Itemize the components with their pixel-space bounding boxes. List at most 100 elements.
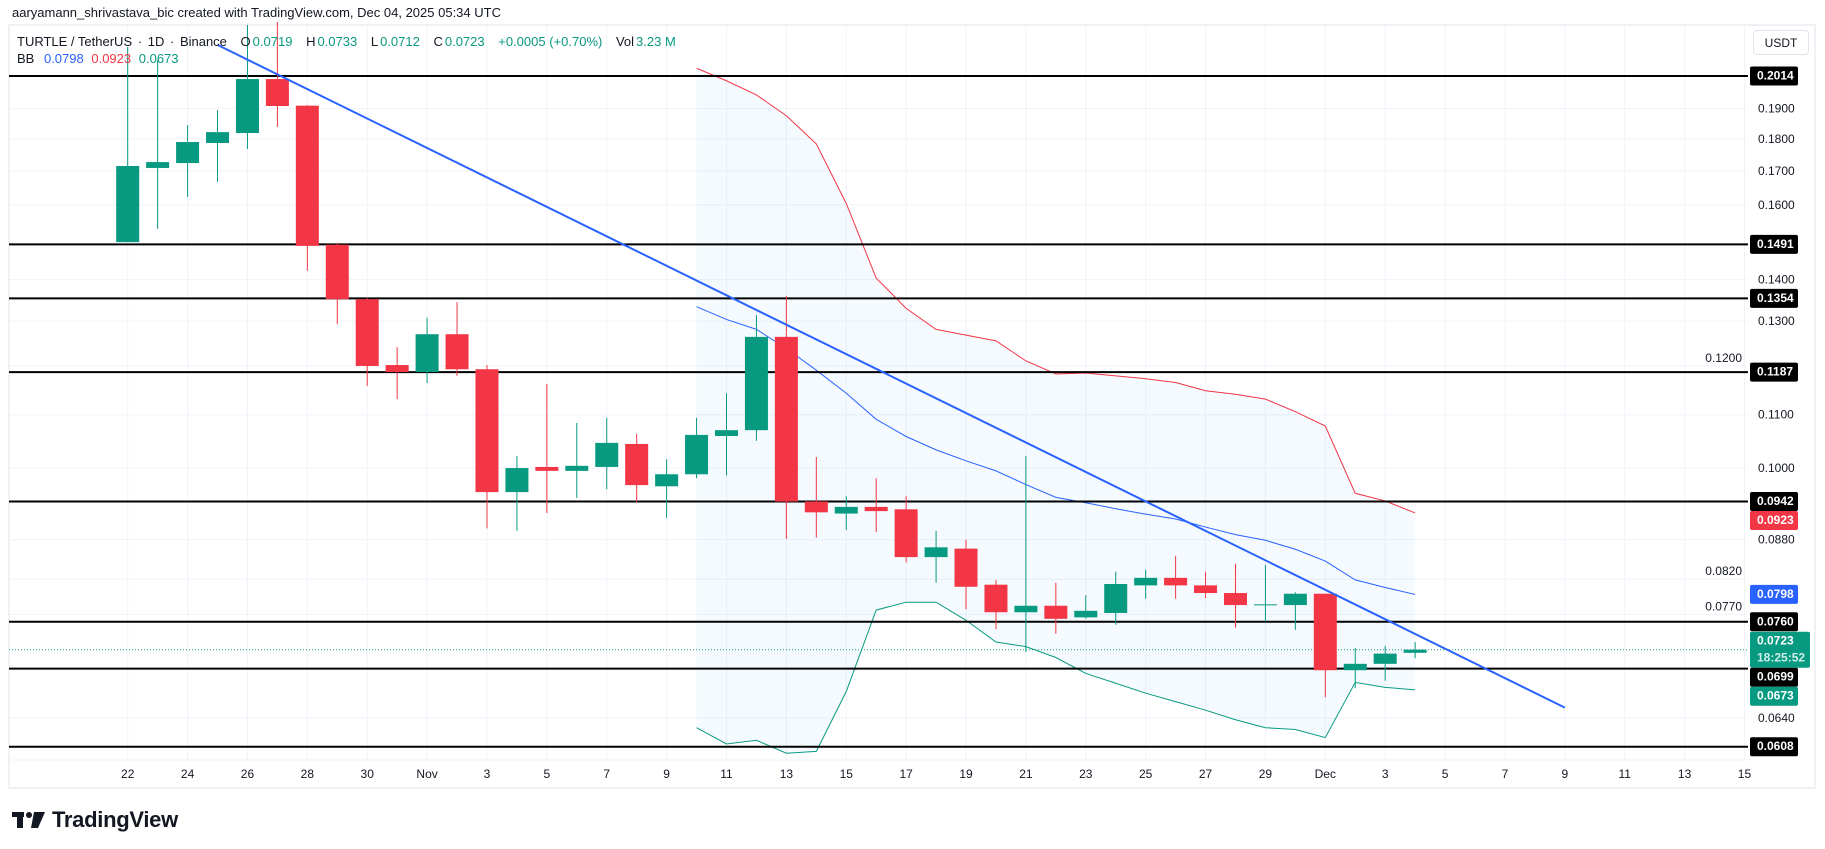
- tradingview-logo[interactable]: TradingView: [12, 807, 178, 833]
- candle: [804, 456, 828, 538]
- candle-body: [235, 79, 259, 134]
- x-tick-label: 3: [484, 767, 491, 781]
- low-label: L: [370, 34, 379, 49]
- exchange-label: Binance: [179, 34, 227, 49]
- price-label-text: 0.0723: [1757, 634, 1794, 648]
- candle: [685, 417, 709, 479]
- level-price-label: 0.2014: [1750, 66, 1798, 86]
- trendline[interactable]: [217, 44, 1566, 709]
- candle-body: [1044, 605, 1068, 619]
- current-price-label: 0.0723 18:25:52: [1750, 631, 1810, 668]
- price-label-text: 0.1354: [1757, 291, 1794, 305]
- bb-basis-line: [696, 306, 1416, 595]
- candle-body: [655, 474, 679, 487]
- price-label-text: 0.0673: [1757, 689, 1794, 703]
- price-label-text: 0.0699: [1757, 670, 1794, 684]
- candle-body: [295, 105, 319, 246]
- interval-label[interactable]: 1D: [147, 34, 165, 49]
- candle-body: [1014, 605, 1038, 613]
- candle: [984, 579, 1008, 630]
- separator-dot: ·: [169, 34, 175, 49]
- bb-lower-value: 0.0673: [138, 51, 179, 66]
- candle: [1014, 455, 1038, 653]
- bb-upper-line: [696, 67, 1416, 514]
- candle: [1194, 571, 1218, 598]
- candle: [235, 25, 259, 149]
- candle-body: [924, 547, 948, 558]
- symbol-title[interactable]: TURTLE / TetherUS: [17, 34, 133, 49]
- x-tick-label: 15: [1738, 767, 1752, 781]
- candle-body: [415, 334, 439, 373]
- chart-byline: aaryamann_shrivastava_bic created with T…: [12, 5, 501, 20]
- y-tick-label: 0.1700: [1758, 164, 1795, 178]
- x-tick-label: 13: [1678, 767, 1692, 781]
- candle-body: [535, 466, 559, 471]
- x-tick-label: 29: [1259, 767, 1273, 781]
- candle: [565, 422, 589, 498]
- candle-body: [355, 299, 379, 366]
- price-label-box: [1750, 631, 1810, 668]
- x-tick-label: 15: [840, 767, 854, 781]
- price-label-box: [1750, 667, 1798, 687]
- candle: [625, 433, 649, 503]
- bb-upper-value: 0.0923: [91, 51, 132, 66]
- candle: [206, 110, 230, 182]
- candle: [1164, 555, 1188, 599]
- tradingview-logo-icon: [12, 812, 45, 828]
- price-label-box: [1750, 66, 1798, 86]
- price-label-text: 0.1491: [1757, 237, 1794, 251]
- candle: [295, 105, 319, 271]
- candle-body: [565, 465, 589, 471]
- bb-legend: BB 0.0798 0.0923 0.0673: [17, 51, 179, 66]
- bb-lower-line: [696, 601, 1416, 754]
- price-label-text: 0.1187: [1757, 365, 1793, 379]
- indicator-price-label: 0.0798: [1750, 584, 1798, 604]
- candle-body: [146, 162, 170, 168]
- candle-body: [1074, 610, 1098, 618]
- x-tick-label: 22: [121, 767, 135, 781]
- currency-button[interactable]: USDT: [1753, 30, 1809, 55]
- candle: [954, 539, 978, 610]
- open-value: 0.0719: [252, 34, 293, 49]
- candle-body: [954, 548, 978, 587]
- x-tick-label: 7: [1502, 767, 1509, 781]
- candle: [176, 125, 200, 197]
- y-tick-label: 0.0640: [1758, 711, 1795, 725]
- candle-body: [744, 336, 768, 431]
- candle-body: [475, 369, 499, 493]
- candle: [146, 60, 170, 229]
- candle-body: [505, 468, 529, 493]
- candle: [535, 383, 559, 513]
- x-tick-label: 21: [1019, 767, 1033, 781]
- x-tick-label: Nov: [416, 767, 437, 781]
- bb-label[interactable]: BB: [17, 51, 35, 66]
- candle-body: [1104, 584, 1128, 613]
- x-tick-label: 26: [241, 767, 255, 781]
- y-tick-label: 0.0770: [1705, 599, 1742, 613]
- level-price-label: 0.1491: [1750, 234, 1798, 254]
- change-value: +0.0005 (+0.70%): [498, 34, 603, 49]
- candle-body: [265, 79, 289, 106]
- price-label-box: [1750, 492, 1798, 512]
- candle-body: [625, 443, 649, 486]
- close-value: 0.0723: [444, 34, 485, 49]
- x-tick-label: 23: [1079, 767, 1093, 781]
- candle-body: [325, 244, 349, 300]
- close-label: C: [433, 34, 443, 49]
- bb-basis-value: 0.0798: [43, 51, 84, 66]
- level-price-label: 0.0608: [1750, 737, 1798, 757]
- price-label-box: [1750, 511, 1798, 531]
- candle: [894, 496, 918, 563]
- level-price-label: 0.1354: [1750, 288, 1798, 308]
- candle: [1373, 645, 1397, 681]
- x-tick-label: 13: [780, 767, 794, 781]
- price-label-text: 0.0942: [1757, 494, 1794, 508]
- price-label-text: 0.0798: [1757, 587, 1794, 601]
- x-tick-label: 11: [1618, 767, 1631, 781]
- high-label: H: [306, 34, 316, 49]
- x-tick-label: 11: [720, 767, 733, 781]
- candle: [475, 365, 499, 529]
- candle: [1223, 563, 1247, 628]
- candle-body: [685, 434, 709, 475]
